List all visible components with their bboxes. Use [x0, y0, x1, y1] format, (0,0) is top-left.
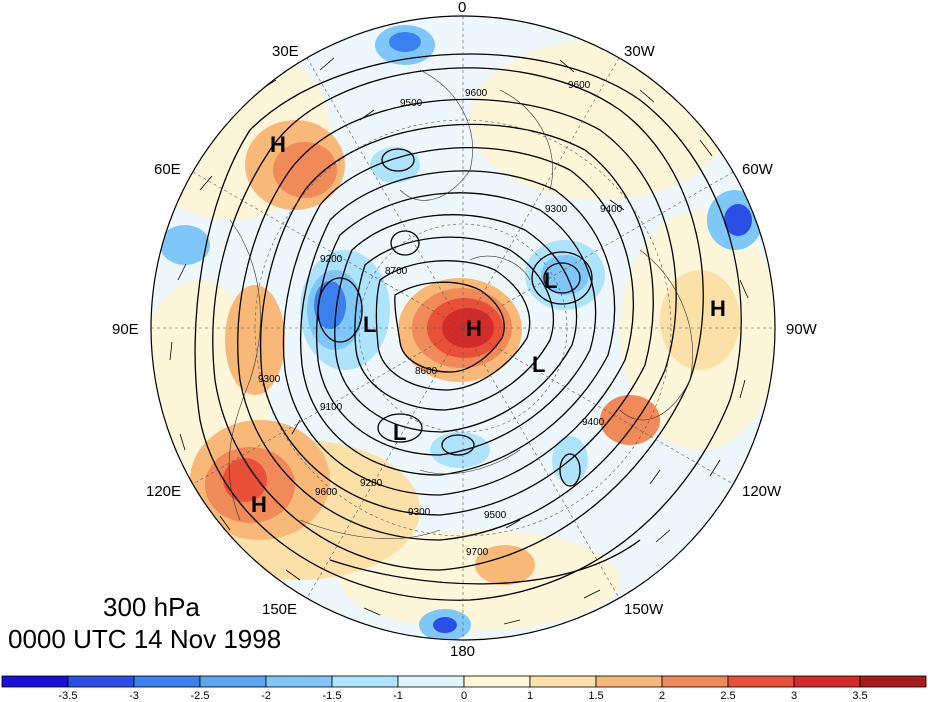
colorbar-tick-label: -1 — [393, 690, 403, 702]
colorbar-tick-label: -1.5 — [323, 690, 342, 702]
lon-label: 60W — [742, 161, 774, 178]
colorbar-tick-label: 2.5 — [720, 690, 735, 702]
low-center: L — [544, 268, 557, 293]
colorbar-box — [265, 675, 333, 688]
low-center: L — [363, 312, 376, 337]
colorbar-box — [661, 675, 729, 688]
contour-label: 9600 — [315, 487, 338, 498]
valid-time-title: 0000 UTC 14 Nov 1998 — [8, 624, 282, 654]
colorbar-tick-label: 3.5 — [852, 690, 867, 702]
colorbar-box — [529, 675, 597, 688]
contour-label: 8700 — [385, 266, 408, 277]
contour-label: 9400 — [600, 204, 623, 215]
low-center: L — [393, 420, 406, 445]
contour-label: 9400 — [582, 417, 605, 428]
contour-label: 9100 — [320, 402, 343, 413]
lon-label: 60E — [154, 161, 181, 178]
polar-map: 9600 9500 9400 9300 9200 9100 8700 8600 … — [112, 0, 818, 660]
colorbar-tick-label: -2 — [261, 690, 271, 702]
pressure-centers: H H H H L L L L — [251, 132, 726, 517]
contour-label: 9300 — [545, 204, 568, 215]
lon-label: 180 — [450, 643, 475, 660]
contour-labels: 9600 9500 9400 9300 9200 9100 8700 8600 … — [258, 80, 623, 558]
contour-label: 9300 — [408, 507, 431, 518]
wind-barbs — [169, 57, 749, 625]
height-contours — [194, 53, 742, 601]
map-boundary — [150, 15, 776, 641]
contour-label: 9700 — [466, 547, 489, 558]
contour-label: 9500 — [484, 510, 507, 521]
lon-label: 0 — [458, 0, 466, 16]
high-center: H — [710, 296, 726, 321]
colorbar-tick-label: -3 — [129, 690, 139, 702]
contour-label: 9200 — [320, 254, 343, 265]
contour-label: 9600 — [465, 88, 488, 99]
contour-label: 9600 — [568, 80, 591, 91]
lon-label: 150E — [262, 601, 297, 618]
colorbar-box — [199, 675, 267, 688]
longitude-labels: 0 30W 60W 90W 120W 150W 180 150E 120E 90… — [112, 0, 818, 660]
contour-label: 9200 — [360, 478, 383, 489]
low-center: L — [532, 352, 545, 377]
colorbar-box — [595, 675, 663, 688]
colorbar-ticks: -3.5 -3 -2.5 -2 -1.5 -1 0 1 1.5 2 2.5 3 3.5 — [59, 690, 868, 702]
colorbar-boxes — [1, 675, 927, 688]
lon-label: 90E — [112, 321, 139, 338]
colorbar-box — [133, 675, 201, 688]
lon-label: 120E — [146, 483, 181, 500]
colorbar-tick-label: 2 — [659, 690, 665, 702]
lon-label: 120W — [742, 483, 782, 500]
colorbar-tick-label: 1 — [527, 690, 533, 702]
high-center: H — [466, 316, 482, 341]
colorbar-box — [463, 675, 531, 688]
graticule — [151, 16, 775, 640]
colorbar-tick-label: 0 — [461, 690, 467, 702]
colorbar-box — [331, 675, 399, 688]
colorbar-box — [1, 675, 69, 688]
lon-label: 150W — [624, 601, 664, 618]
lon-label: 90W — [786, 321, 818, 338]
colorbar-tick-label: 1.5 — [588, 690, 603, 702]
contour-label: 9500 — [400, 98, 423, 109]
colorbar-box — [727, 675, 795, 688]
colorbar-tick-label: -3.5 — [59, 690, 78, 702]
colorbar-tick-label: 3 — [791, 690, 797, 702]
lon-label: 30W — [624, 43, 656, 60]
colorbar-box — [397, 675, 465, 688]
colorbar-tick-label: -2.5 — [191, 690, 210, 702]
colorbar-box — [793, 675, 861, 688]
high-center: H — [251, 492, 267, 517]
high-center: H — [270, 132, 286, 157]
lon-label: 30E — [272, 43, 299, 60]
colorbar: -3.5 -3 -2.5 -2 -1.5 -1 0 1 1.5 2 2.5 3 3.5 — [1, 675, 927, 702]
colorbar-box — [859, 675, 927, 688]
colorbar-box — [67, 675, 135, 688]
contour-label: 8600 — [415, 366, 438, 377]
contour-label: 9300 — [258, 374, 281, 385]
pressure-level-title: 300 hPa — [103, 592, 200, 622]
